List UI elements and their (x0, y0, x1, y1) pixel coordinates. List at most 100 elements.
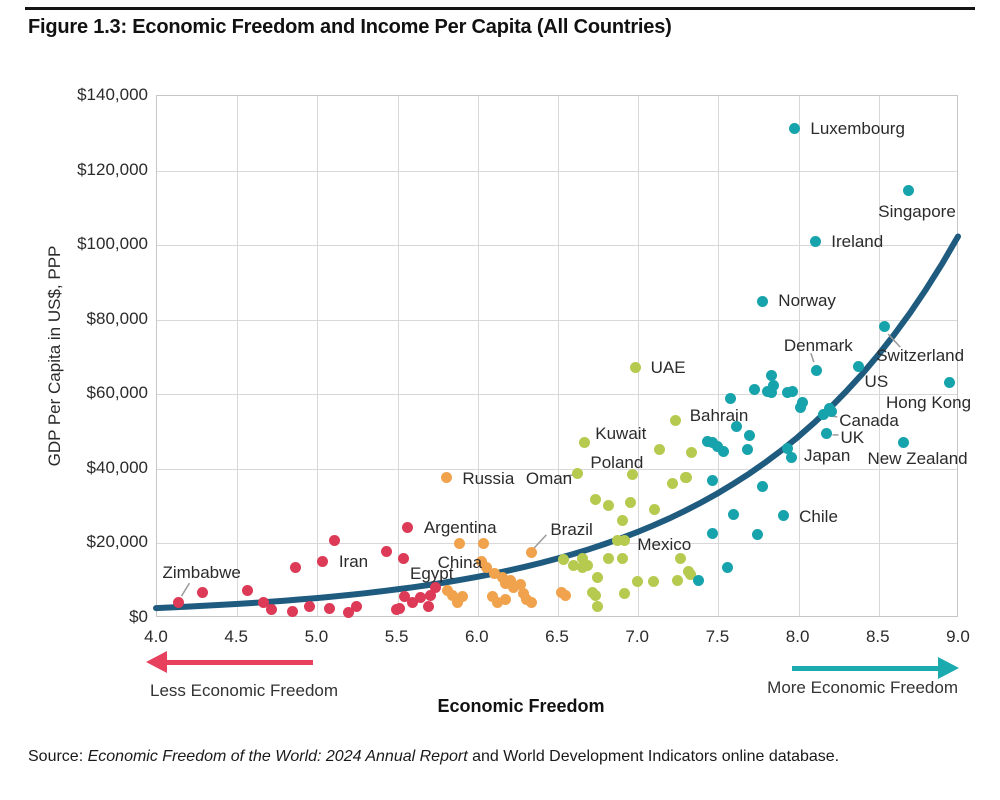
country-label-norway: Norway (778, 291, 836, 311)
y-tick-label: $60,000 (86, 383, 148, 403)
y-tick-label: $100,000 (77, 234, 148, 254)
x-tick-label: 8.5 (865, 627, 890, 646)
country-label-new-zealand: New Zealand (867, 449, 968, 469)
data-point (477, 537, 489, 549)
x-tick-label: 7.5 (705, 627, 730, 646)
data-point (666, 477, 678, 489)
country-label-zimbabwe: Zimbabwe (162, 563, 241, 583)
data-point-singapore (902, 184, 914, 196)
source-suffix: and World Development Indicators online … (467, 748, 840, 765)
data-point-us (853, 360, 865, 372)
country-label-uk: UK (840, 427, 865, 447)
y-tick-label: $140,000 (77, 85, 148, 104)
data-point (591, 601, 603, 613)
data-point (718, 445, 730, 457)
data-point (721, 561, 733, 573)
x-tick-label: 4.5 (224, 627, 248, 646)
data-point (707, 527, 719, 539)
country-label-uae: UAE (650, 357, 686, 377)
y-axis-title: GDP Per Capita in US$, PPP (45, 245, 64, 467)
more-freedom-arrow-shaft (792, 666, 938, 671)
data-point-switzerland (878, 320, 890, 332)
data-point-bahrain (670, 414, 682, 426)
data-point-oman (572, 467, 584, 479)
x-tick-label: 4.0 (144, 627, 168, 646)
data-point (197, 586, 209, 598)
y-tick-label: $80,000 (86, 308, 148, 328)
gridline-horizontal (157, 394, 957, 396)
source-note: Source: Economic Freedom of the World: 2… (28, 748, 839, 766)
data-point-denmark (811, 364, 823, 376)
country-label-poland: Poland (590, 453, 644, 473)
country-label-brazil: Brazil (550, 519, 593, 539)
source-report-title: Economic Freedom of the World: 2024 Annu… (87, 748, 468, 765)
data-point (453, 537, 465, 549)
data-point (686, 446, 698, 458)
less-freedom-arrow-shaft (166, 660, 313, 665)
country-label-iran: Iran (338, 552, 369, 572)
country-label-chile: Chile (799, 506, 838, 526)
x-tick-label: 5.0 (304, 627, 329, 646)
gridline-vertical (397, 96, 399, 616)
country-label-hong-kong: Hong Kong (885, 392, 972, 412)
country-label-oman: Oman (525, 469, 573, 489)
data-point (707, 474, 719, 486)
source-prefix: Source: (28, 748, 88, 765)
country-label-mexico: Mexico (637, 534, 692, 554)
country-label-denmark: Denmark (783, 336, 853, 356)
country-label-russia: Russia (462, 469, 515, 489)
figure-title: Figure 1.3: Economic Freedom and Income … (28, 16, 672, 38)
data-point-new-zealand (897, 436, 909, 448)
gridline-horizontal (157, 170, 957, 172)
gridline-horizontal (157, 319, 957, 321)
top-rule (25, 7, 975, 10)
data-point (766, 369, 778, 381)
data-point (724, 392, 736, 404)
x-tick-label: 8.0 (785, 627, 810, 646)
country-label-kuwait: Kuwait (595, 423, 647, 443)
country-label-egypt: Egypt (410, 564, 454, 584)
data-point-luxembourg (788, 123, 800, 135)
more-freedom-label: More Economic Freedom (767, 678, 958, 697)
gridline-vertical (237, 96, 239, 616)
data-point (602, 552, 614, 564)
y-tick-label: $0 (129, 607, 148, 626)
x-tick-label: 7.0 (625, 627, 649, 646)
data-point (290, 561, 302, 573)
x-axis-title: Economic Freedom (437, 696, 605, 716)
data-point (591, 571, 603, 583)
data-point (602, 499, 614, 511)
data-point (328, 535, 340, 547)
y-tick-label: $20,000 (86, 532, 148, 552)
data-point (556, 586, 568, 598)
gridline-vertical (718, 96, 720, 616)
data-point (394, 602, 406, 614)
data-point-iran (317, 555, 329, 567)
data-point (381, 545, 393, 557)
data-point (743, 429, 755, 441)
data-point (671, 574, 683, 586)
data-point-norway (756, 295, 768, 307)
less-freedom-arrow-icon (146, 651, 167, 673)
gridline-horizontal (157, 543, 957, 545)
data-point (589, 589, 601, 601)
country-label-singapore: Singapore (878, 202, 956, 222)
country-label-japan: Japan (803, 446, 851, 466)
data-point (787, 385, 799, 397)
country-label-luxembourg: Luxembourg (810, 118, 905, 138)
data-point-zimbabwe (172, 596, 184, 608)
data-point (617, 552, 629, 564)
x-tick-label: 6.5 (545, 627, 569, 646)
x-tick-label: 5.5 (384, 627, 409, 646)
x-tick-label: 6.0 (464, 627, 489, 646)
country-label-argentina: Argentina (423, 518, 497, 538)
country-label-bahrain: Bahrain (689, 406, 749, 426)
country-label-switzerland: Switzerland (876, 346, 965, 366)
data-point (286, 605, 298, 617)
data-point-egypt (397, 552, 409, 564)
less-freedom-label: Less Economic Freedom (150, 681, 339, 700)
data-point-russia (440, 471, 452, 483)
more-freedom-arrow-icon (938, 657, 959, 679)
gridline-vertical (317, 96, 319, 616)
